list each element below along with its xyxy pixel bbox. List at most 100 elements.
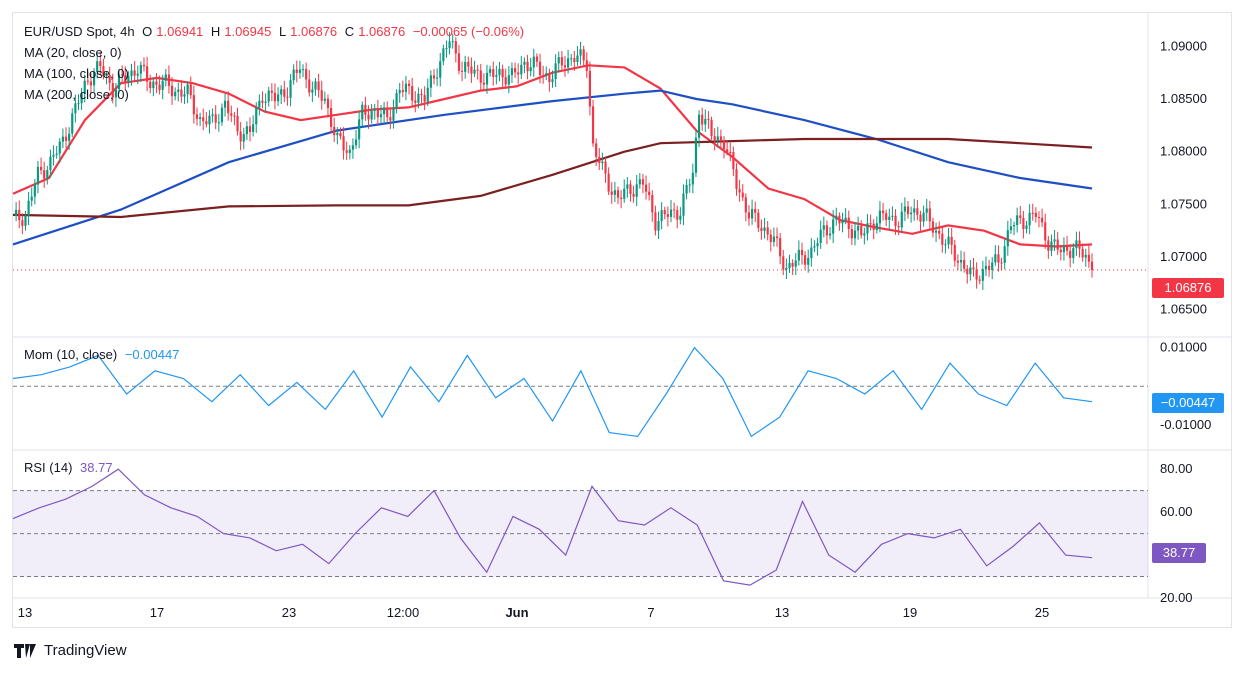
candle-body [230, 113, 233, 116]
candle-body [27, 200, 30, 216]
mom-tick-label: 0.01000 [1160, 340, 1207, 355]
ohlc-legend: EUR/USD Spot, 4h O 1.06941 H 1.06945 L 1.06… [24, 24, 528, 39]
mom-label: Mom (10, close) [24, 347, 118, 362]
candle-body [460, 70, 464, 72]
candle-body [969, 267, 972, 275]
candle-body [651, 194, 654, 213]
candle-body [513, 68, 517, 73]
candle-body [735, 169, 738, 190]
candle-body [648, 191, 651, 195]
tradingview-brand[interactable]: TradingView [14, 642, 127, 659]
candle-body [626, 184, 629, 189]
candle-body [492, 69, 495, 77]
candle-body [863, 233, 866, 236]
candle-body [997, 254, 1000, 263]
rsi-legend-value: 38.77 [80, 460, 113, 475]
candle-body [966, 268, 969, 275]
symbol-label[interactable]: EUR/USD Spot, 4h [24, 24, 135, 39]
candle-body [629, 184, 632, 194]
candle-body [342, 136, 345, 151]
candle-body [152, 81, 155, 89]
candle-body [320, 90, 323, 101]
candle-body [548, 73, 551, 83]
candle-body [336, 132, 339, 136]
candle-body [944, 244, 947, 246]
high-value: 1.06945 [224, 24, 272, 39]
ma100-legend[interactable]: MA (100, close, 0) [24, 66, 133, 81]
candle-body [888, 216, 891, 220]
tradingview-logo-icon [14, 643, 36, 658]
candle-body [520, 64, 523, 75]
candle-body [1081, 248, 1084, 258]
candle-body [772, 236, 776, 243]
candle-body [158, 84, 161, 90]
candle-body [616, 190, 620, 198]
candle-body [485, 72, 489, 85]
candle-body [913, 208, 916, 213]
candle-body [298, 69, 301, 73]
ma20-legend[interactable]: MA (20, close, 0) [24, 45, 126, 60]
candle-body [489, 69, 492, 73]
candle-body [64, 136, 68, 141]
rsi-legend[interactable]: RSI (14) 38.77 [24, 460, 117, 475]
candle-body [261, 100, 264, 103]
candle-body [769, 234, 772, 243]
candle-body [323, 98, 326, 101]
candle-body [950, 236, 953, 245]
candle-body [676, 210, 679, 220]
candle-body [448, 41, 451, 49]
candle-body [822, 225, 825, 230]
price-tick-label: 1.08000 [1160, 144, 1207, 159]
candle-body [270, 90, 273, 93]
candle-body [183, 94, 186, 97]
candle-body [542, 75, 545, 77]
candle-body [694, 137, 698, 173]
mom-legend[interactable]: Mom (10, close) −0.00447 [24, 347, 183, 362]
candle-body [1041, 217, 1044, 223]
candle-body [308, 79, 311, 93]
candle-body [498, 68, 501, 76]
ma200-legend[interactable]: MA (200, close, 0) [24, 87, 133, 102]
price-tick-label: 1.08500 [1160, 91, 1207, 106]
candle-body [482, 82, 485, 85]
indicator-lines [12, 346, 1093, 586]
candle-body [881, 210, 885, 214]
candle-body [21, 220, 24, 226]
candle-body [389, 117, 392, 121]
candle-body [757, 212, 760, 228]
time-tick-label: 23 [282, 605, 296, 620]
candle-body [532, 56, 535, 68]
candle-body [233, 115, 236, 117]
candle-body [1012, 224, 1016, 227]
rsi-tick-label: 20.00 [1160, 590, 1193, 605]
candle-body [189, 84, 192, 96]
rsi-tick-label: 60.00 [1160, 504, 1193, 519]
candle-body [442, 48, 445, 62]
candle-body [570, 58, 573, 60]
chart-frame [12, 12, 1232, 628]
candle-body [501, 68, 504, 78]
candle-body [417, 93, 420, 103]
candle-body [1003, 246, 1006, 263]
candle-body [186, 84, 189, 95]
candle-body [669, 209, 673, 217]
candle-body [439, 61, 442, 78]
candle-body [738, 189, 741, 193]
candle-body [741, 192, 744, 198]
candle-body [816, 243, 819, 247]
candle-body [638, 179, 641, 185]
candle-body [991, 262, 994, 270]
candle-body [535, 56, 538, 62]
candle-body [641, 179, 645, 185]
candle-body [289, 80, 292, 98]
candle-body [807, 257, 810, 265]
candle-body [114, 89, 118, 98]
brand-label: TradingView [44, 642, 127, 659]
candle-body [1065, 245, 1069, 251]
candle-body [644, 184, 648, 192]
low-value: 1.06876 [290, 24, 338, 39]
candle-body [414, 100, 417, 103]
candle-body [691, 172, 694, 185]
candle-body [43, 170, 46, 179]
